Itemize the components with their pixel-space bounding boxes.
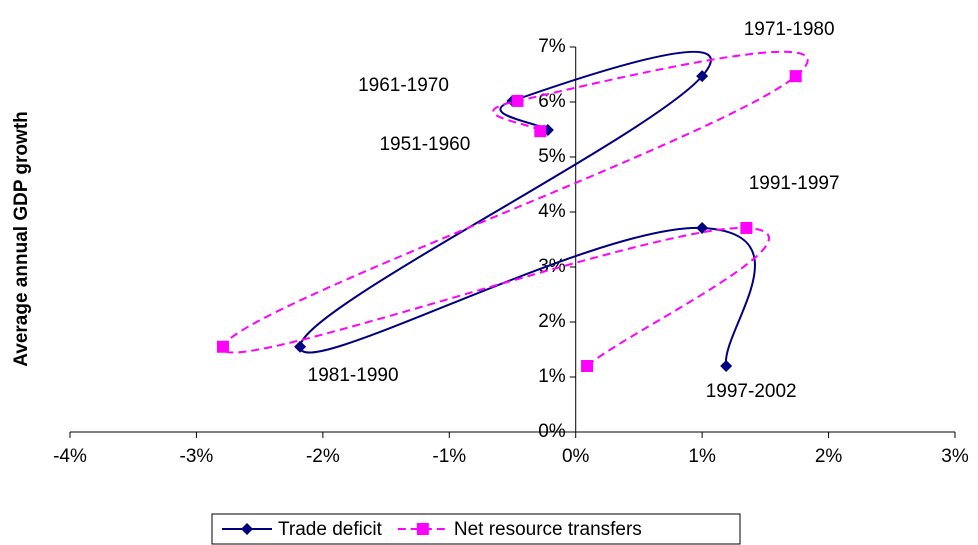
y-tick-label: 4%	[538, 201, 566, 222]
point-label: 1991-1997	[749, 173, 840, 194]
x-tick-label: 2%	[815, 446, 843, 467]
point-label: 1997-2002	[706, 381, 797, 402]
legend	[211, 513, 741, 545]
x-tick-label: -4%	[53, 446, 87, 467]
y-tick-label: 2%	[538, 311, 566, 332]
y-axis-label: Average annual GDP growth	[11, 111, 32, 367]
legend-label: Trade deficit	[278, 519, 383, 540]
point	[720, 360, 733, 372]
point	[581, 360, 594, 372]
point-label: 1961-1970	[358, 75, 449, 96]
x-tick-label: 3%	[941, 446, 969, 467]
point	[740, 221, 753, 234]
x-tick-label: -1%	[432, 446, 466, 467]
legend-label: Net resource transfers	[454, 519, 642, 540]
y-tick-label: 3%	[538, 256, 566, 277]
y-tick-label: 7%	[538, 36, 566, 57]
series-line	[221, 50, 809, 367]
point	[511, 94, 524, 107]
point-label: 1981-1990	[308, 365, 399, 386]
y-tick-label: 0%	[538, 421, 566, 442]
x-tick-label: 0%	[562, 446, 590, 467]
point-label: 1951-1960	[379, 134, 470, 155]
y-tick-label: 5%	[538, 146, 566, 167]
point	[534, 125, 547, 138]
x-tick-label: 1%	[688, 446, 716, 467]
x-tick-label: -2%	[306, 446, 340, 467]
legend-marker	[416, 523, 429, 535]
legend-marker	[241, 523, 253, 535]
point	[216, 340, 229, 353]
point-label: 1971-1980	[744, 19, 835, 40]
y-tick-label: 1%	[538, 366, 566, 387]
x-tick-label: -3%	[180, 446, 214, 467]
y-tick-label: 6%	[538, 91, 566, 112]
point	[789, 70, 802, 83]
point	[294, 340, 307, 353]
point	[696, 70, 709, 83]
series-line	[299, 50, 756, 367]
